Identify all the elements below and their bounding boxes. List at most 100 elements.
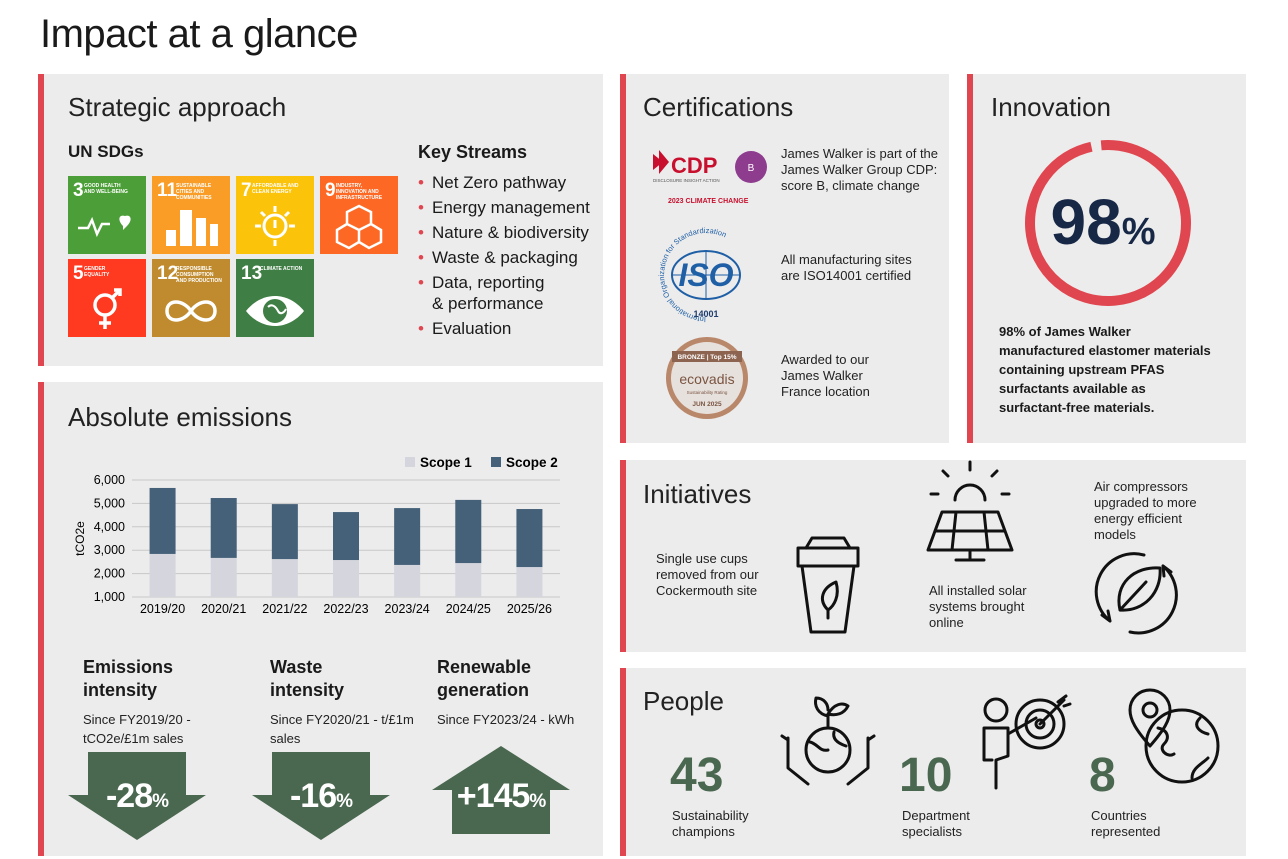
recycle-icon <box>1094 552 1178 635</box>
x-tick-label: 2023/24 <box>385 602 430 616</box>
y-tick-label: 5,000 <box>94 496 125 510</box>
cdp-score-badge <box>735 151 767 183</box>
bar-segment <box>149 487 176 554</box>
sdg-icon <box>78 215 131 238</box>
legend-swatch <box>491 457 501 467</box>
metric-value: -28% <box>106 777 169 815</box>
sdg-label: AFFORDABLE AND CLEAN ENERGY <box>252 183 299 195</box>
sdg-label: RESPONSIBLE CONSUMPTION AND PRODUCTION <box>176 266 222 284</box>
metric-arrow: -16% <box>252 752 390 840</box>
ecovadis-logo: BRONZE | Top 15% ecovadis Sustainability… <box>666 337 748 419</box>
panel-title: People <box>643 686 724 716</box>
cert-text: Awarded to our James Walker France locat… <box>781 352 870 399</box>
iso-grid <box>672 251 740 299</box>
unit: % <box>529 791 546 812</box>
sdg-tile: 13 CLIMATE ACTION <box>236 259 314 337</box>
metric-title: Renewable generation <box>437 657 532 700</box>
sdg-tile: 12 RESPONSIBLE CONSUMPTION AND PRODUCTION <box>152 259 230 337</box>
solar-icon <box>926 460 1014 562</box>
metric-subtitle: Since FY2023/24 - kWh <box>437 712 575 727</box>
sdg-number: 7 <box>241 180 252 201</box>
rating-text: Sustainability Rating <box>687 390 728 395</box>
bar-segment <box>210 498 237 558</box>
legend-label: Scope 1 <box>420 455 472 470</box>
cdp-year: 2023 CLIMATE CHANGE <box>668 198 749 205</box>
innovation-ring: 98% <box>1025 140 1191 306</box>
initiative-text: All installed solar systems brought onli… <box>929 583 1027 630</box>
sdg-heading: UN SDGs <box>68 142 144 161</box>
panel-title: Innovation <box>991 92 1111 122</box>
value: +145 <box>457 777 530 815</box>
cdp-logo: CDP DISCLOSURE INSIGHT ACTION 2023 CLIMA… <box>653 150 767 205</box>
y-tick-label: 4,000 <box>94 520 125 534</box>
initiatives-panel <box>620 460 1246 652</box>
metric-subtitle: Since FY2019/20 - tCO2e/£1m sales <box>83 712 191 746</box>
ecovadis-text: ecovadis <box>679 371 734 387</box>
metric-subtitle: Since FY2020/21 - t/£1m sales <box>270 712 414 746</box>
stream-item: Evaluation <box>418 318 590 339</box>
bar-segment <box>455 563 482 597</box>
people-icons <box>780 688 1220 790</box>
x-tick-label: 2022/23 <box>323 602 368 616</box>
legend-swatch <box>405 457 415 467</box>
ring <box>1025 140 1191 306</box>
cert-text: All manufacturing sites are ISO14001 cer… <box>781 252 912 283</box>
arrow-shape <box>432 746 570 834</box>
people-panel <box>620 668 1246 856</box>
initiative-icons <box>796 460 1178 635</box>
emissions-chart: 1,000 2,000 3,000 4,000 5,000 6,000 tCO2e 2019/… <box>73 455 560 616</box>
bar-segment <box>149 553 176 597</box>
sdg-label: GENDER EQUALITY <box>84 266 110 278</box>
sdg-number: 5 <box>73 263 84 284</box>
hands-globe-icon <box>780 696 876 786</box>
bar-segment <box>333 560 359 597</box>
sdg-icon <box>166 210 218 246</box>
stat-label: Countries represented <box>1091 808 1161 839</box>
stat-value: 10 <box>899 749 953 802</box>
unit: % <box>152 791 169 812</box>
stream-item: Energy management <box>418 197 590 218</box>
sdg-number: 13 <box>241 263 263 284</box>
pin-globe-icon <box>1128 688 1220 784</box>
bar-segment <box>516 509 543 568</box>
sdg-number: 3 <box>73 180 84 201</box>
stream-item: Data, reporting & performance <box>418 272 590 314</box>
y-axis-label: tCO2e <box>73 521 87 556</box>
bar-segment <box>394 564 421 597</box>
value: -16 <box>290 777 336 815</box>
cdp-tagline: DISCLOSURE INSIGHT ACTION <box>653 178 720 183</box>
bar-segment <box>333 512 359 561</box>
sdg-icon <box>93 288 122 329</box>
streams-list: Net Zero pathway Energy management Nature … <box>418 172 590 343</box>
innovation-panel <box>967 74 1246 443</box>
iso-text: ISO <box>678 257 733 293</box>
bar-segment <box>516 567 543 597</box>
streams-heading: Key Streams <box>418 142 528 162</box>
date-text: JUN 2025 <box>692 401 722 408</box>
arrow-shape <box>252 752 390 840</box>
sdg-label: GOOD HEALTH AND WELL-BEING <box>84 183 128 195</box>
sdg-number: 11 <box>157 180 178 201</box>
stat-label: Department specialists <box>902 808 970 839</box>
x-tick-label: 2025/26 <box>507 602 552 616</box>
x-tick-label: 2020/21 <box>201 602 246 616</box>
sdg-tile: 9 INDUSTRY, INNOVATION AND INFRASTRUCTURE <box>320 176 398 254</box>
iso-code: 14001 <box>693 309 718 319</box>
stream-item: Nature & biodiversity <box>418 222 590 243</box>
bar-segment <box>271 559 298 597</box>
metric-title: Waste intensity <box>270 657 345 700</box>
panel-title: Initiatives <box>643 479 752 509</box>
sdg-tile: 7 AFFORDABLE AND CLEAN ENERGY <box>236 176 314 254</box>
sdg-number: 12 <box>157 263 179 284</box>
innovation-text: 98% of James Walker manufactured elastom… <box>999 324 1211 415</box>
legend-label: Scope 2 <box>506 455 558 470</box>
sdg-icon <box>165 300 217 322</box>
metric-arrow: +145% <box>432 746 570 834</box>
metric-arrow: -28% <box>68 752 206 840</box>
medal-band <box>672 351 742 362</box>
iso-logo: International Organization for Standardi… <box>657 226 741 324</box>
target-icon <box>982 694 1072 790</box>
sdg-icon <box>246 296 304 326</box>
cup-icon <box>796 536 860 634</box>
